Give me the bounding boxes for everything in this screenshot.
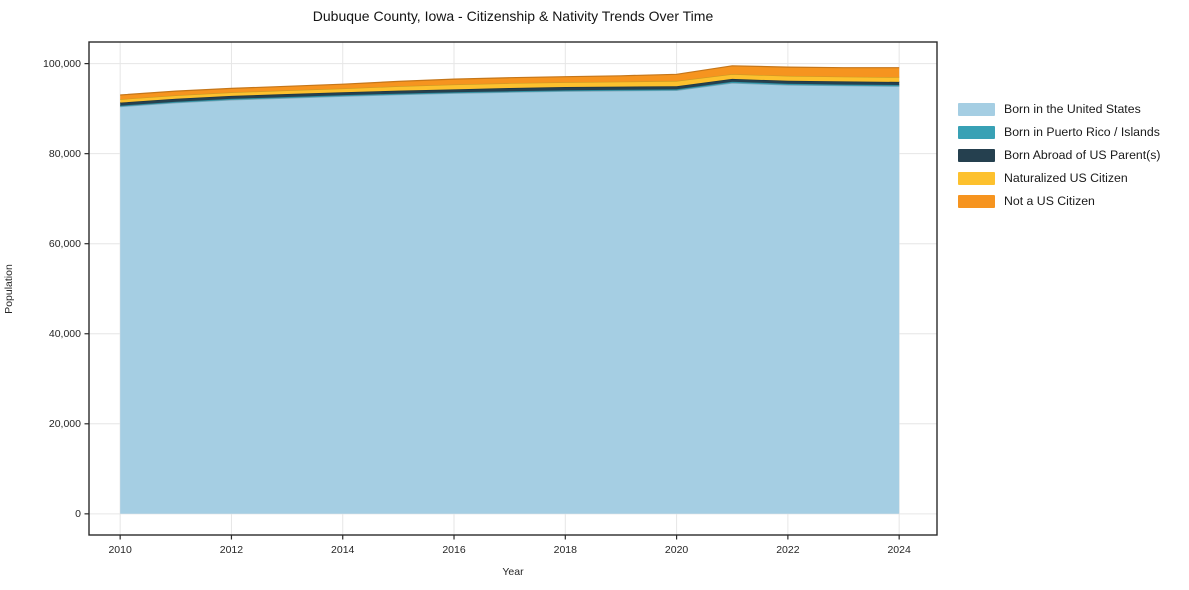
legend-label: Born in the United States: [1004, 102, 1141, 116]
x-tick-label: 2016: [442, 544, 466, 556]
legend-label: Naturalized US Citizen: [1004, 171, 1128, 185]
legend-item: Naturalized US Citizen: [958, 172, 1161, 185]
area-not-a-us-citizen: [120, 65, 900, 100]
legend-label: Not a US Citizen: [1004, 194, 1095, 208]
area-naturalized-us-citizen: [120, 74, 900, 103]
plot-border: [88, 41, 938, 536]
y-tick-label: 20,000: [48, 417, 81, 430]
legend-item: Born in Puerto Rico / Islands: [958, 126, 1161, 139]
y-tick-label: 40,000: [48, 327, 81, 340]
y-tick-label: 80,000: [48, 147, 81, 160]
legend-swatch: [958, 172, 995, 185]
x-tick-label: 2010: [108, 544, 132, 556]
y-tick-label: 60,000: [48, 237, 81, 250]
legend-item: Not a US Citizen: [958, 195, 1161, 208]
legend-swatch: [958, 149, 995, 162]
legend: Born in the United States Born in Puerto …: [958, 103, 1161, 208]
x-tick-label: 2012: [219, 544, 244, 556]
legend-item: Born in the United States: [958, 103, 1161, 116]
legend-swatch: [958, 126, 995, 139]
legend-item: Born Abroad of US Parent(s): [958, 149, 1161, 162]
x-tick-label: 2018: [553, 544, 577, 556]
y-axis-label: Population: [3, 264, 15, 314]
x-axis-label: Year: [502, 566, 524, 578]
legend-swatch: [958, 195, 995, 208]
legend-swatch: [958, 103, 995, 116]
x-tick-label: 2020: [664, 544, 689, 556]
x-tick-label: 2022: [776, 544, 800, 556]
y-tick-label: 0: [75, 507, 81, 520]
y-tick-label: 100,000: [43, 57, 81, 70]
area-edge-not-a-us-citizen: [120, 65, 900, 96]
x-tick-label: 2024: [887, 544, 911, 556]
legend-label: Born Abroad of US Parent(s): [1004, 148, 1161, 162]
area-born-in-the-united-states: [120, 83, 900, 514]
chart-title: Dubuque County, Iowa - Citizenship & Nat…: [312, 8, 714, 24]
x-tick-label: 2014: [331, 544, 355, 556]
legend-label: Born in Puerto Rico / Islands: [1004, 125, 1160, 139]
